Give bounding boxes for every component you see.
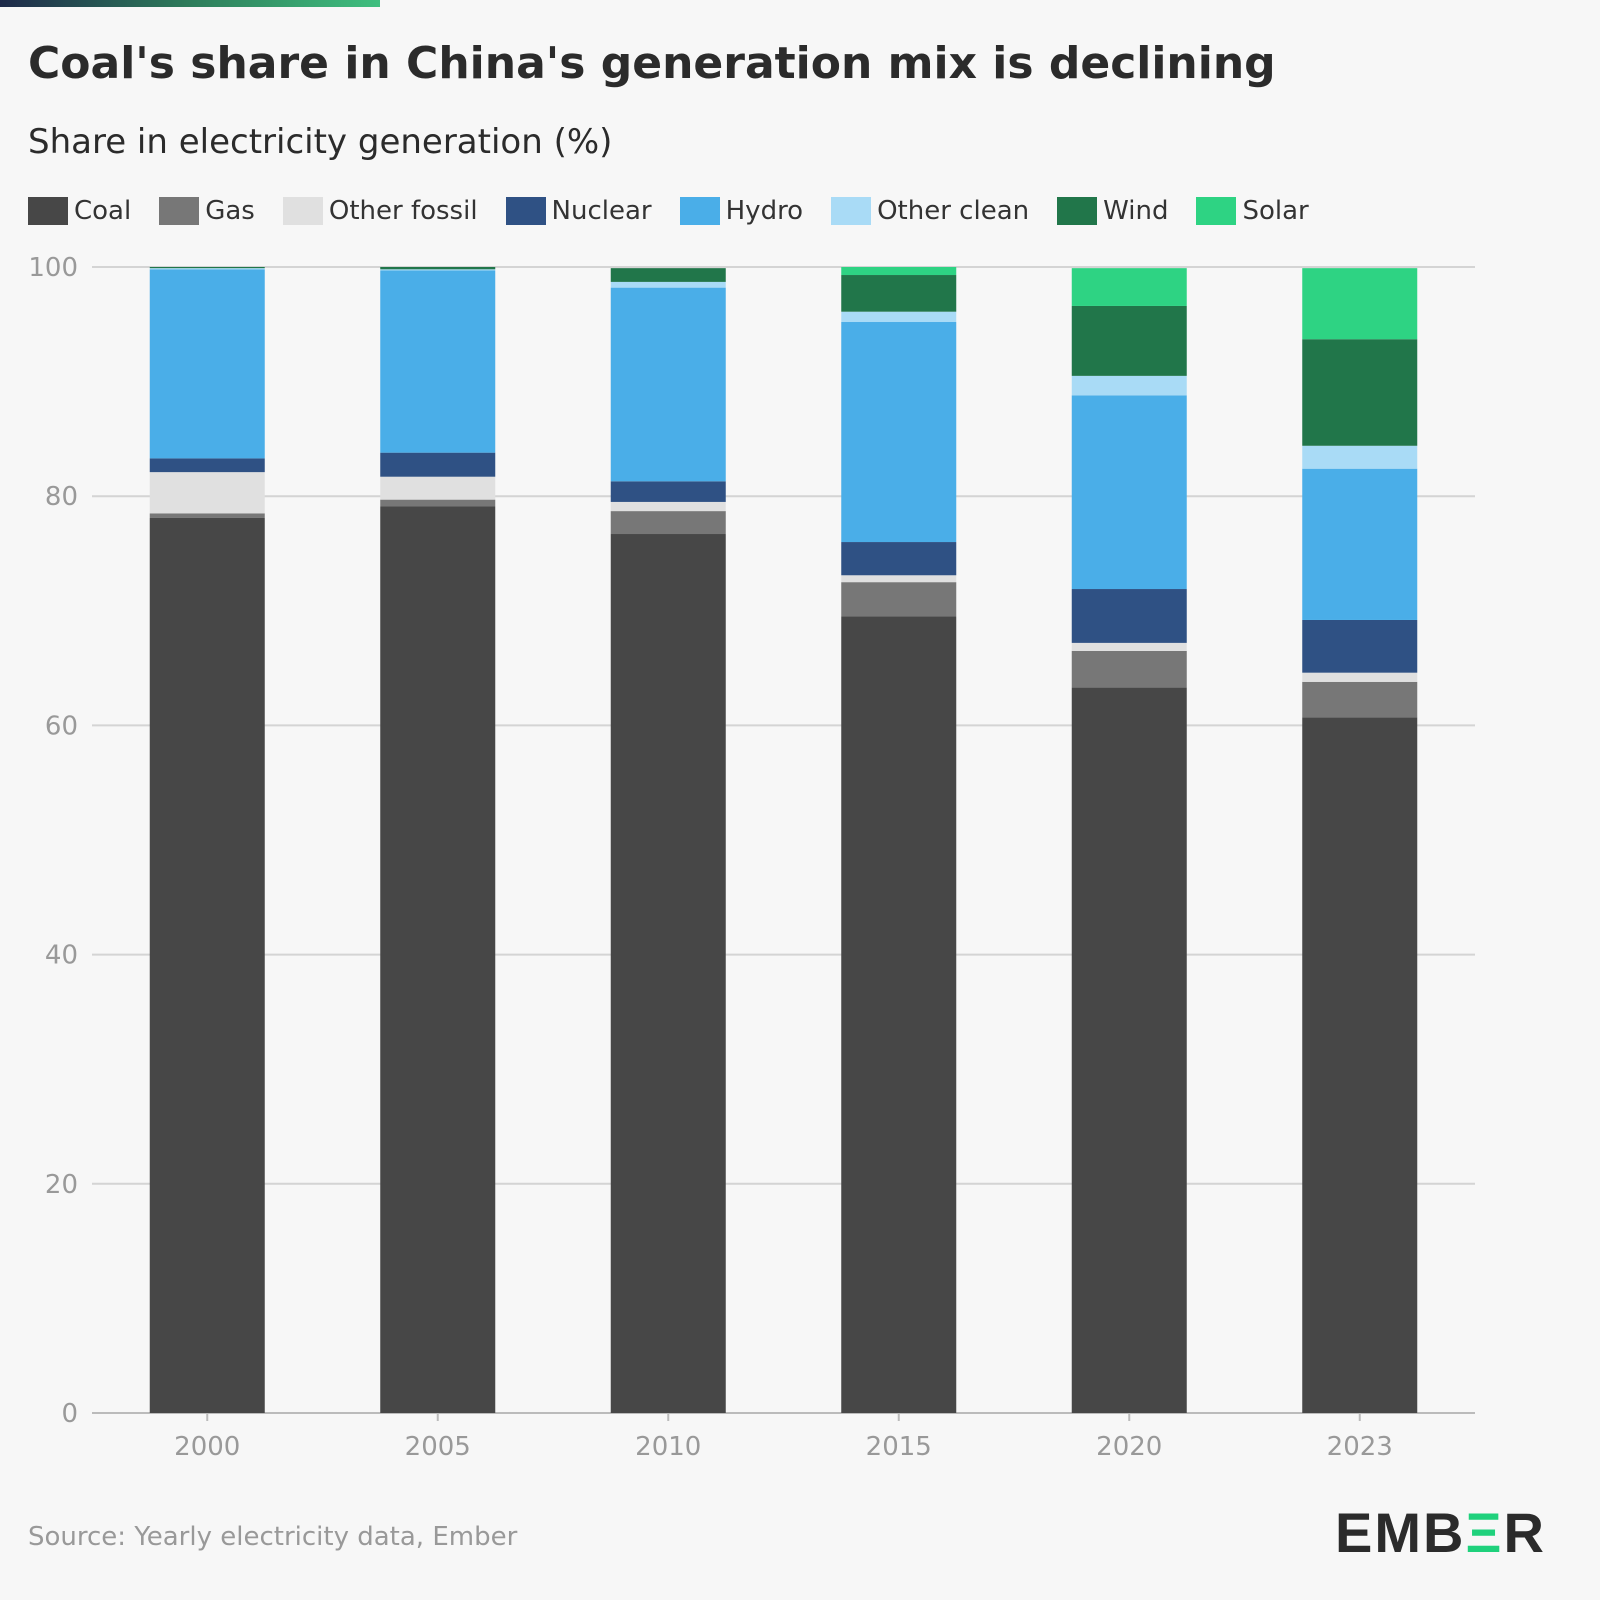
bar-segment-wind (610, 268, 726, 282)
x-tick-label: 2010 (635, 1432, 701, 1462)
bar-segment-nuclear (1071, 589, 1187, 643)
bar-segment-coal (841, 616, 957, 1413)
legend-swatch (159, 197, 200, 225)
x-tick-label: 2020 (1096, 1432, 1162, 1462)
bar-segment-gas (610, 511, 726, 535)
bar-segment-solar (841, 267, 957, 276)
legend-item: Hydro (679, 196, 804, 226)
legend-label: Other clean (877, 196, 1030, 226)
bar-segment-wind (1302, 339, 1418, 446)
bar-segment-nuclear (380, 452, 496, 477)
bar-segment-hydro (1071, 395, 1187, 590)
bar-segment-wind (841, 275, 957, 312)
bar-segment-other-clean (1302, 445, 1418, 469)
bar-segment-coal (1071, 687, 1187, 1413)
legend-swatch (282, 197, 323, 225)
legend-label: Coal (74, 196, 132, 226)
bar-segment-gas (149, 513, 265, 518)
legend-swatch (505, 197, 546, 225)
bar-segment-other-fossil (380, 476, 496, 500)
bar-segment-hydro (841, 322, 957, 543)
bar-segment-coal (610, 534, 726, 1413)
bar-segment-coal (1302, 717, 1418, 1413)
bar-segment-other-fossil (149, 472, 265, 514)
bar-segment-other-clean (380, 269, 496, 271)
bar-segment-solar (1302, 268, 1418, 340)
ember-logo: EMBΞR (1335, 1501, 1546, 1564)
x-tick-label: 2005 (405, 1432, 471, 1462)
legend-label: Solar (1242, 196, 1309, 226)
legend: Coal Gas Other fossil Nuclear Hydro Other cle… (28, 196, 1337, 226)
bar-segment-gas (1071, 650, 1187, 688)
legend-item: Other clean (831, 196, 1029, 226)
bar-segment-wind (1071, 305, 1187, 376)
legend-swatch (1057, 197, 1098, 225)
legend-item: Coal (28, 196, 131, 226)
bar-segment-other-fossil (1071, 642, 1187, 651)
top-accent-bar (0, 0, 380, 7)
bar-segment-gas (1302, 681, 1418, 718)
legend-item: Other fossil (282, 196, 478, 226)
bar-segment-other-clean (610, 281, 726, 288)
y-tick-label: 0 (61, 1399, 78, 1429)
legend-label: Nuclear (551, 196, 652, 226)
legend-swatch (28, 197, 68, 225)
y-tick-label: 20 (45, 1170, 78, 1200)
bar-segment-other-fossil (610, 501, 726, 512)
bar-segment-other-clean (841, 311, 957, 323)
bar-segment-wind (380, 267, 496, 270)
x-tick-label: 2000 (174, 1432, 240, 1462)
y-tick-label: 80 (45, 482, 78, 512)
legend-item: Wind (1057, 196, 1168, 226)
x-tick-label: 2015 (866, 1432, 932, 1462)
bar-segment-other-clean (149, 268, 265, 270)
legend-swatch (831, 197, 872, 225)
bar-segment-gas (841, 582, 957, 617)
bar-segment-gas (380, 499, 496, 507)
bar-segment-hydro (380, 270, 496, 453)
legend-item: Gas (159, 196, 255, 226)
bar-segment-coal (380, 506, 496, 1413)
x-tick-label: 2023 (1327, 1432, 1393, 1462)
y-tick-label: 40 (45, 941, 78, 971)
bar-segment-wind (149, 267, 265, 269)
legend-item: Solar (1196, 196, 1309, 226)
bar-segment-other-fossil (1302, 672, 1418, 682)
legend-label: Other fossil (328, 196, 478, 226)
bar-segment-hydro (610, 287, 726, 482)
y-tick-label: 100 (28, 253, 78, 283)
legend-item: Nuclear (505, 196, 652, 226)
legend-label: Gas (205, 196, 255, 226)
bar-segment-coal (149, 517, 265, 1413)
legend-label: Wind (1103, 196, 1169, 226)
chart-subtitle: Share in electricity generation (%) (28, 122, 613, 162)
bar-segment-solar (1071, 268, 1187, 306)
chart-title: Coal's share in China's generation mix i… (28, 38, 1276, 89)
legend-swatch (1196, 197, 1237, 225)
legend-label: Hydro (725, 196, 804, 226)
bar-segment-other-fossil (841, 575, 957, 583)
bar-segment-other-clean (1071, 375, 1187, 396)
bar-segment-nuclear (610, 481, 726, 502)
bar-segment-nuclear (841, 542, 957, 576)
bar-segment-nuclear (149, 458, 265, 473)
bar-segment-hydro (1302, 468, 1418, 620)
legend-swatch (679, 197, 720, 225)
bar-segment-nuclear (1302, 619, 1418, 673)
bar-segment-hydro (149, 269, 265, 459)
source-note: Source: Yearly electricity data, Ember (28, 1522, 518, 1552)
y-tick-label: 60 (45, 711, 78, 741)
